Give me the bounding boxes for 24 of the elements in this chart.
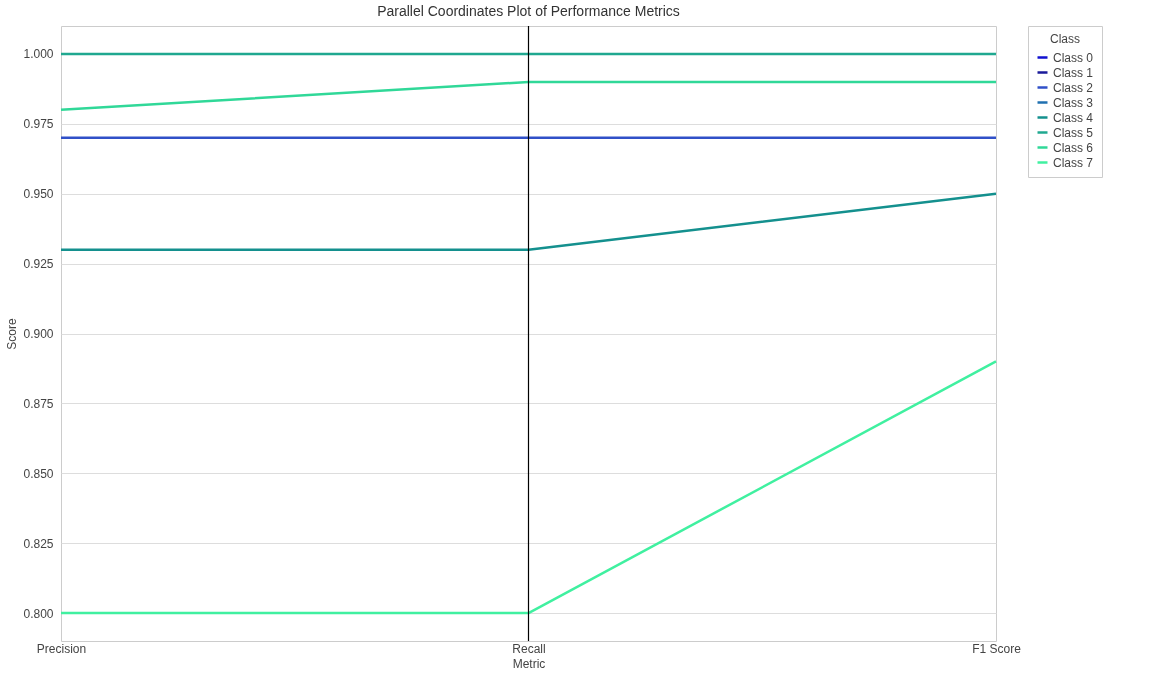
legend-label: Class 4 xyxy=(1053,110,1094,125)
x-tick-label: Recall xyxy=(512,641,546,656)
y-tick-label: 0.800 xyxy=(23,606,54,621)
legend-label: Class 1 xyxy=(1053,65,1094,80)
legend-title: Class xyxy=(1049,32,1081,46)
y-tick-label: 0.875 xyxy=(23,396,54,411)
y-tick-label: 0.850 xyxy=(23,466,54,481)
legend-label: Class 5 xyxy=(1053,125,1094,140)
y-tick-label: 0.900 xyxy=(23,327,54,341)
y-tick-label: 0.950 xyxy=(23,187,54,202)
y-axis-title: Score xyxy=(5,318,20,350)
chart-title: Parallel Coordinates Plot of Performance Metrics xyxy=(377,3,680,20)
y-tick-label: 0.825 xyxy=(23,536,54,551)
y-tick-label: 1.000 xyxy=(23,47,54,62)
legend-label: Class 0 xyxy=(1053,50,1094,65)
x-tick-label: Precision xyxy=(36,641,87,656)
legend-label: Class 2 xyxy=(1053,80,1094,95)
x-tick-label: F1 Score xyxy=(972,641,1022,656)
legend-label: Class 6 xyxy=(1053,140,1094,155)
legend-label: Class 3 xyxy=(1053,95,1094,110)
y-tick-label: 0.925 xyxy=(23,257,54,272)
y-tick-label: 0.975 xyxy=(23,117,54,132)
x-axis-title: Metric xyxy=(512,656,546,671)
legend-label: Class 7 xyxy=(1053,155,1094,170)
